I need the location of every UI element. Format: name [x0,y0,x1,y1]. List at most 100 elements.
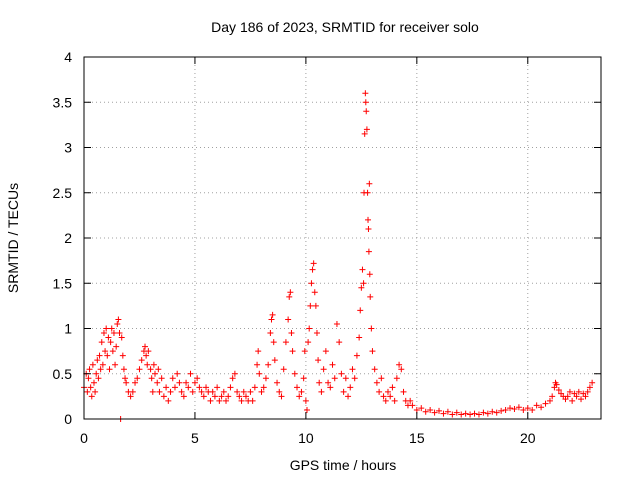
data-point [185,384,192,391]
data-point [95,375,102,382]
data-point [373,379,380,386]
data-point [475,411,482,418]
data-point [413,406,420,413]
data-point [147,366,154,373]
data-point [318,388,325,395]
data-point [160,393,167,400]
data-point [287,289,294,296]
data-point [407,397,414,404]
x-tick-label: 0 [80,430,88,446]
data-point [440,410,447,417]
data-point [331,375,338,382]
data-point [136,366,143,373]
data-point [105,334,112,341]
data-point [467,411,474,418]
data-point [269,311,276,318]
data-point [418,405,425,412]
data-point [549,393,556,400]
data-point [229,375,236,382]
data-point [143,352,150,359]
data-point [361,130,368,137]
data-point [271,357,278,364]
data-point [289,348,296,355]
data-point [167,388,174,395]
y-axis-label: SRMTID / TECUs [5,183,21,293]
data-point [144,361,151,368]
data-point [231,370,238,377]
data-point [575,388,582,395]
plot-frame [83,56,602,420]
data-point [529,406,536,413]
data-point [366,180,373,187]
data-point [93,370,100,377]
data-point [365,216,372,223]
y-tick-label: 0.5 [53,366,73,382]
data-point [242,393,249,400]
data-point [148,375,155,382]
data-point [316,379,323,386]
data-point [132,379,139,386]
data-point [365,248,372,255]
data-point [103,325,110,332]
data-points [81,90,596,422]
data-point [312,302,319,309]
data-point [589,379,596,386]
data-point [220,388,227,395]
data-point [364,189,371,196]
data-point [302,397,309,404]
x-axis-label: GPS time / hours [290,457,397,473]
data-point [203,384,210,391]
x-tick-label: 5 [191,430,199,446]
data-point [176,379,183,386]
data-point [285,316,292,323]
data-point [489,408,496,415]
data-point [262,375,269,382]
data-point [329,361,336,368]
data-point [150,361,157,368]
y-tick-label: 1 [64,321,72,337]
y-tick-label: 3.5 [53,94,73,110]
data-point [282,339,289,346]
data-point [145,348,152,355]
data-point [524,405,531,412]
data-point [86,366,93,373]
data-point [515,404,522,411]
data-point [154,379,161,386]
data-point [258,388,265,395]
data-point [546,397,553,404]
data-point [507,405,514,412]
data-point [187,370,194,377]
data-point [196,384,203,391]
data-point [366,271,373,278]
data-point [336,339,343,346]
y-tick-label: 2 [64,230,72,246]
data-point [298,388,305,395]
data-point [260,384,267,391]
data-point [218,393,225,400]
data-point [88,393,95,400]
data-point [400,388,407,395]
data-point [238,397,245,404]
data-point [104,352,111,359]
axis-ticks: 0 0.5 1 1.5 2 2.5 3 3.5 4 0 5 10 15 20 [53,49,601,446]
data-point [249,397,256,404]
y-tick-label: 2.5 [53,185,73,201]
data-point [569,397,576,404]
y-tick-label: 4 [64,49,72,65]
data-point [431,409,438,416]
x-tick-label: 15 [409,430,425,446]
data-point [114,320,121,327]
data-point [398,366,405,373]
data-point [458,411,465,418]
data-point [267,330,274,337]
data-point [97,366,104,373]
data-point [178,388,185,395]
data-point [94,357,101,364]
data-point [152,370,159,377]
data-point [493,409,500,416]
data-point [347,384,354,391]
data-point [453,409,460,416]
data-point [291,370,298,377]
data-point [340,388,347,395]
data-point [98,339,105,346]
